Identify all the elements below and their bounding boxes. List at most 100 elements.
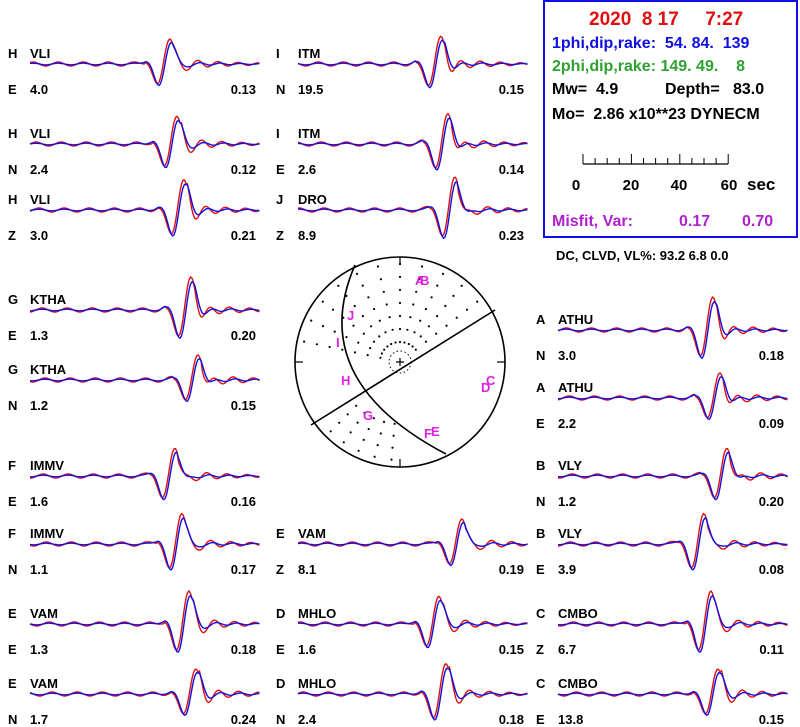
- amplitude-value: 2.2: [558, 416, 576, 431]
- amplitude-value: 19.5: [298, 82, 323, 97]
- beachball-dot: [378, 335, 381, 338]
- beachball-dot: [346, 413, 349, 416]
- component-label: E: [8, 82, 17, 97]
- variance-value: 0.19: [499, 562, 524, 577]
- network-code: D: [276, 676, 285, 691]
- variance-value: 0.14: [499, 162, 525, 177]
- network-code: H: [8, 126, 17, 141]
- beachball-dot: [403, 341, 406, 344]
- beachball-dot: [398, 314, 402, 318]
- nodal-plane-2-text: 2phi,dip,rake: 149. 49. 8: [552, 58, 745, 75]
- component-label: Z: [276, 228, 284, 243]
- beachball-dot: [424, 307, 427, 311]
- synthetic-waveform: [557, 672, 788, 717]
- beachball-dot: [386, 345, 389, 348]
- variance-value: 0.12: [231, 162, 256, 177]
- network-code: A: [536, 380, 546, 395]
- beachball-dot: [355, 272, 359, 275]
- trace-block: G KTHA N 1.2 0.15: [8, 354, 260, 413]
- beachball-dot: [413, 331, 416, 334]
- beachball-dot: [362, 438, 365, 441]
- station-name: CMBO: [558, 606, 598, 621]
- event-date-time: 2020 8 17 7:27: [589, 9, 743, 30]
- beachball-dot: [379, 432, 382, 435]
- station-name: KTHA: [30, 292, 67, 307]
- observed-waveform: [557, 447, 788, 499]
- network-code: G: [8, 362, 18, 377]
- station-name: VLI: [30, 46, 50, 61]
- beachball-dot: [333, 330, 336, 333]
- beachball-station-labels: BA JI H CD G F E: [336, 273, 496, 441]
- network-code: F: [8, 458, 16, 473]
- synthetic-waveform: [297, 667, 528, 721]
- station-name: VAM: [30, 676, 58, 691]
- trace-block: H VLI Z 3.0 0.21: [8, 179, 260, 243]
- observed-waveform: [297, 35, 528, 87]
- station-label-f: F: [424, 426, 432, 441]
- beachball-dot: [357, 449, 360, 452]
- nodal-plane-2: [310, 309, 496, 426]
- variance-value: 0.20: [759, 494, 784, 509]
- station-name: IMMV: [30, 458, 64, 473]
- component-label: Z: [536, 642, 544, 657]
- amplitude-value: 8.1: [298, 562, 316, 577]
- beachball-dot: [455, 316, 458, 319]
- amplitude-value: 1.2: [558, 494, 576, 509]
- beachball-dot: [419, 319, 422, 322]
- network-code: E: [276, 526, 285, 541]
- synthetic-waveform: [297, 39, 528, 89]
- beachball-dot: [407, 342, 410, 346]
- beachball-dot: [391, 446, 394, 449]
- beachball-dot: [328, 345, 331, 349]
- trace-block: A ATHU E 2.2 0.09: [536, 372, 788, 431]
- beachball-dot: [383, 348, 386, 351]
- beachball-dot: [373, 307, 376, 311]
- beachball-dot: [436, 284, 439, 287]
- trace-block: I ITM N 19.5 0.15: [276, 35, 528, 97]
- network-code: C: [536, 606, 546, 621]
- trace-block: H VLI N 2.4 0.12: [8, 115, 260, 177]
- station-label-b: B: [420, 273, 429, 288]
- beachball-dot: [376, 265, 380, 268]
- beachball-dot: [315, 343, 318, 346]
- beachball-dot: [418, 278, 421, 281]
- beachball-dot: [406, 328, 409, 331]
- synthetic-waveform: [557, 451, 788, 501]
- variance-value: 0.21: [231, 228, 256, 243]
- station-name: CMBO: [558, 676, 598, 691]
- beachball-dot: [367, 428, 370, 431]
- event-info-panel: 2020 8 17 7:27 1phi,dip,rake: 54. 84. 13…: [543, 0, 798, 238]
- beachball-dot: [398, 288, 402, 292]
- component-label: N: [276, 712, 285, 727]
- amplitude-value: 2.6: [298, 162, 316, 177]
- network-code: F: [8, 526, 16, 541]
- station-label-g: G: [363, 408, 373, 423]
- trace-block: D MHLO N 2.4 0.18: [276, 663, 528, 727]
- scale-label-0: 0: [572, 177, 580, 194]
- observed-waveform: [29, 354, 260, 401]
- station-name: MHLO: [298, 606, 336, 621]
- beachball-dot: [452, 294, 455, 297]
- beachball-dot: [460, 284, 463, 287]
- beachball-dot: [430, 296, 433, 299]
- station-name: VLY: [558, 526, 582, 541]
- amplitude-value: 8.9: [298, 228, 316, 243]
- synthetic-waveform: [29, 357, 260, 402]
- trace-block: A ATHU N 3.0 0.18: [536, 296, 788, 363]
- beachball-dot: [379, 356, 382, 359]
- component-label: N: [8, 162, 17, 177]
- beachball-dot: [444, 304, 447, 308]
- trace-block: H VLI E 4.0 0.13: [8, 38, 260, 97]
- network-code: B: [536, 526, 545, 541]
- observed-waveform: [297, 112, 528, 169]
- trace-block: F IMMV N 1.1 0.17: [8, 512, 260, 577]
- component-label: E: [276, 642, 285, 657]
- component-label: E: [536, 416, 545, 431]
- observed-waveform: [29, 668, 260, 715]
- station-name: ATHU: [558, 312, 593, 327]
- component-label: N: [8, 712, 17, 727]
- trace-block: B VLY N 1.2 0.20: [536, 447, 788, 509]
- amplitude-value: 1.6: [30, 494, 48, 509]
- amplitude-value: 3.0: [30, 228, 48, 243]
